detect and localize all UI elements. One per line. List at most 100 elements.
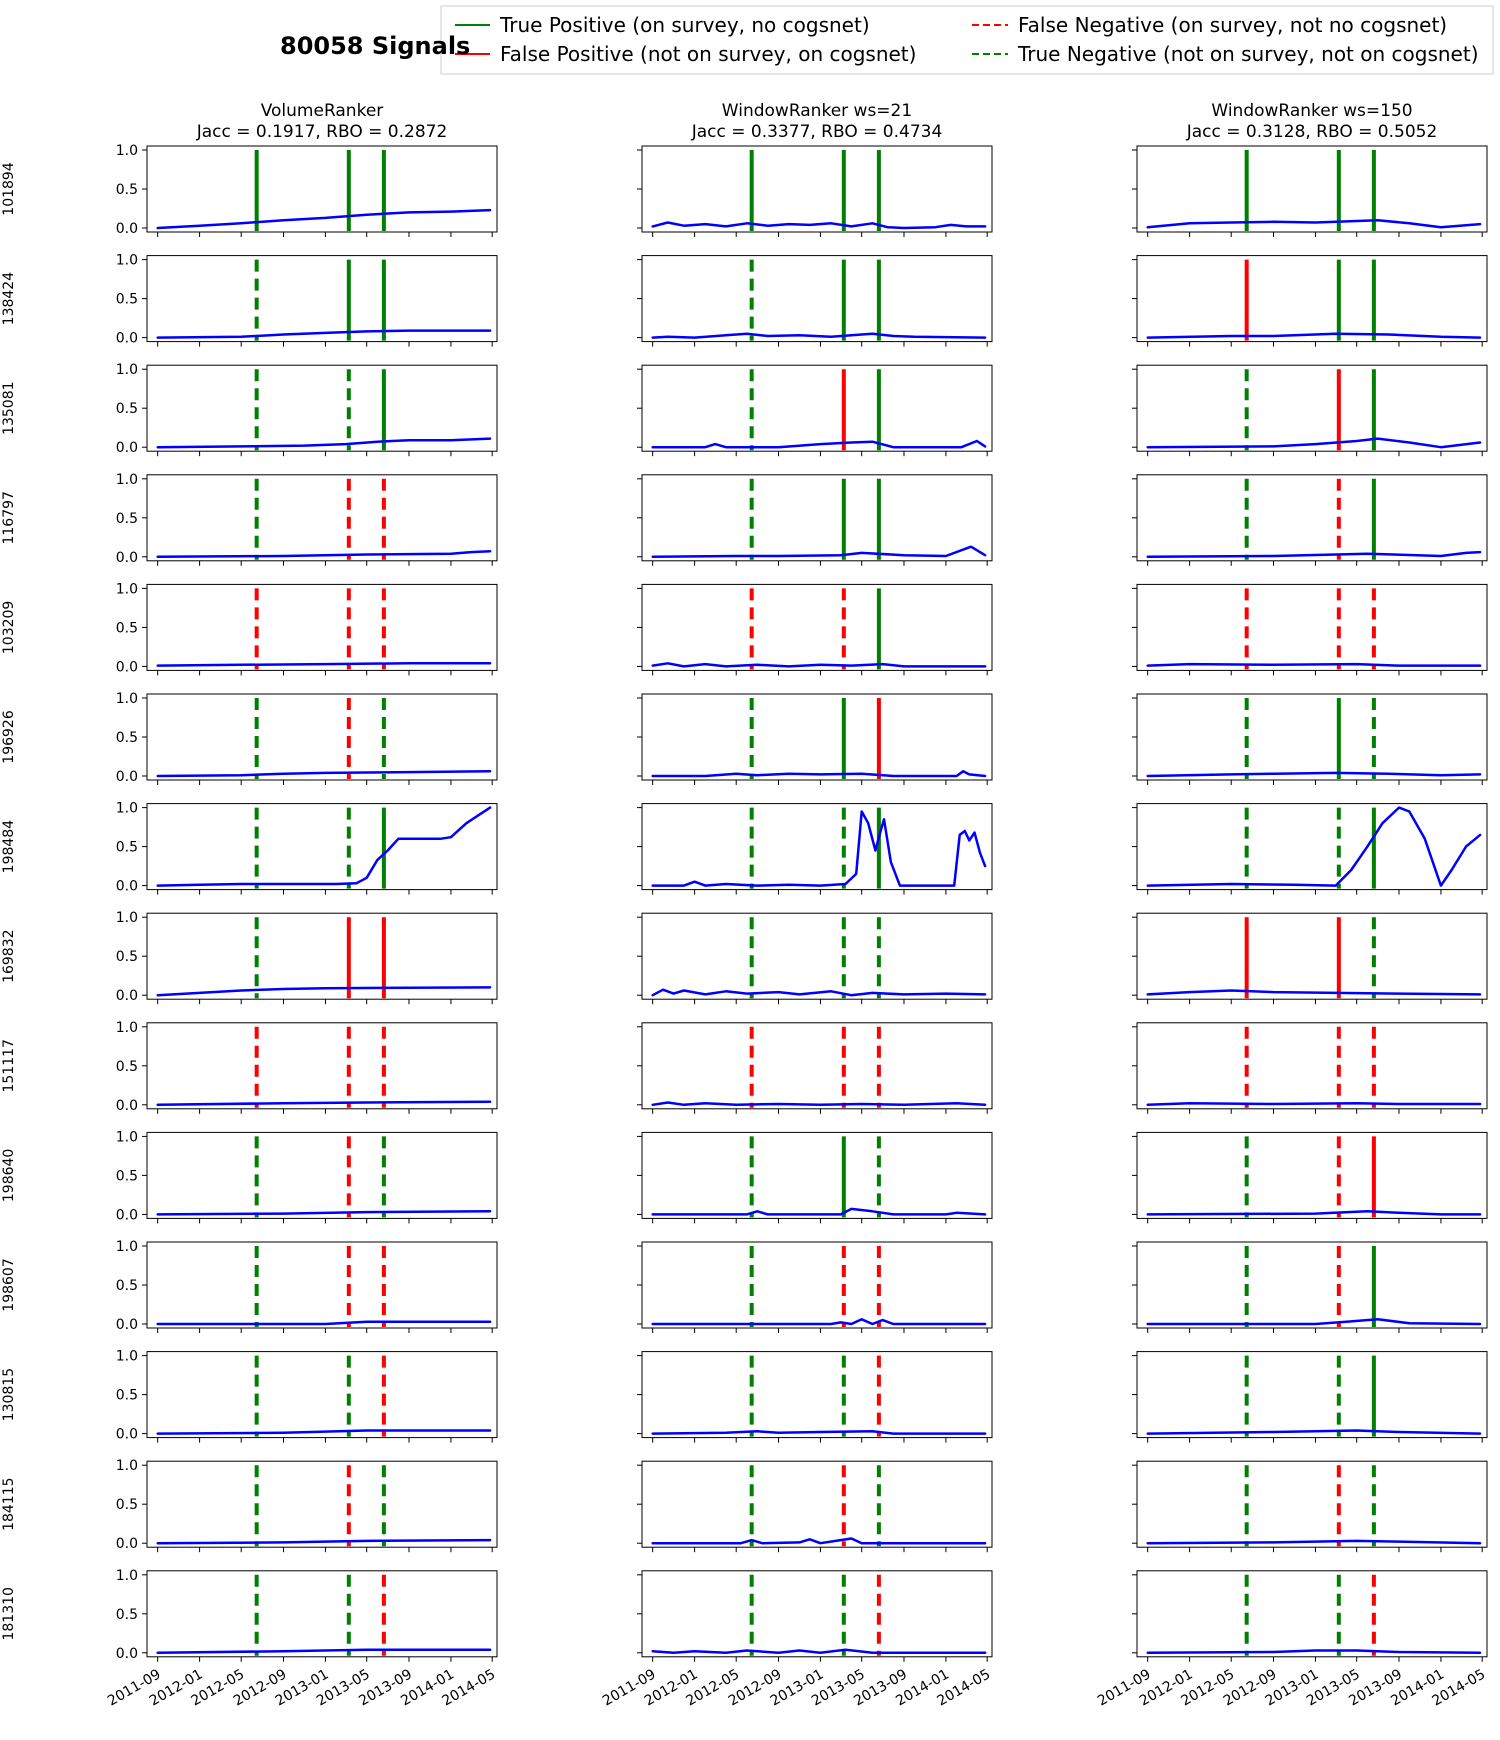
subplot — [1132, 255, 1488, 347]
plot-area — [642, 365, 992, 452]
y-tick-label: 0.5 — [116, 1607, 138, 1623]
row-label: 181310 — [1, 1587, 17, 1640]
plot-frame — [1136, 693, 1488, 781]
signal-line — [156, 662, 492, 667]
plot-frame — [641, 1131, 993, 1219]
column-subtitle: Jacc = 0.3128, RBO = 0.5052 — [1186, 122, 1438, 142]
plot-frame — [641, 364, 993, 452]
subplot — [637, 1460, 993, 1553]
y-tick-label: 0.5 — [116, 949, 138, 965]
signal-line — [1146, 1539, 1482, 1545]
plot-area — [147, 1132, 497, 1219]
signal-line — [1146, 989, 1482, 996]
signal-line — [651, 221, 987, 230]
subplot — [1132, 1351, 1488, 1443]
y-tick-label: 0.0 — [116, 1536, 138, 1552]
y-tick-label: 1.0 — [116, 1458, 138, 1474]
plot-area — [642, 255, 992, 342]
panel-grid: 1018940.00.51.01384240.00.51.01350810.00… — [1, 143, 1488, 1662]
plot-area — [147, 1022, 497, 1109]
plot-area — [1137, 1242, 1487, 1328]
plot-area — [642, 146, 992, 232]
subplot: 0.0 0.5 1.0 — [116, 253, 498, 347]
plot-frame — [641, 693, 993, 781]
signal-line — [156, 550, 492, 559]
signal-line — [651, 1318, 987, 1326]
signal-line — [651, 545, 987, 559]
plot-frame — [146, 255, 498, 343]
signal-line — [651, 770, 987, 778]
signal-line — [651, 988, 987, 997]
plot-area — [1137, 1132, 1487, 1219]
plot-area — [642, 1461, 992, 1548]
plot-area — [1137, 913, 1487, 1000]
plot-area — [642, 584, 992, 671]
y-tick-label: 0.5 — [116, 840, 138, 856]
y-tick-label: 0.5 — [116, 1497, 138, 1513]
y-tick-label: 0.5 — [116, 292, 138, 308]
plot-area — [147, 1351, 497, 1438]
subplot — [1132, 912, 1488, 1005]
plot-frame — [1136, 1241, 1488, 1329]
signal-line — [156, 329, 492, 339]
plot-frame — [1136, 1460, 1488, 1548]
signal-line — [156, 806, 492, 887]
y-tick-label: 0.0 — [116, 1207, 138, 1223]
column-subtitle: Jacc = 0.3377, RBO = 0.4734 — [691, 122, 943, 142]
y-tick-label: 1.0 — [116, 581, 138, 597]
plot-frame — [146, 1241, 498, 1329]
row-label: 130815 — [1, 1368, 17, 1421]
plot-frame — [641, 1570, 993, 1658]
row-label: 116797 — [1, 491, 17, 544]
signal-line — [651, 1537, 987, 1545]
y-tick-label: 0.0 — [116, 221, 138, 237]
subplot: 0.0 0.5 1.0 — [116, 1129, 498, 1224]
y-tick-label: 1.0 — [116, 1239, 138, 1255]
plot-frame — [641, 912, 993, 1000]
row-label: 151117 — [1, 1039, 17, 1092]
plot-area — [147, 694, 497, 780]
signal-line — [156, 1538, 492, 1545]
row-label: 184115 — [1, 1477, 17, 1530]
subplot: 0.0 0.5 1.0 — [116, 1349, 498, 1443]
plot-frame — [641, 1351, 993, 1439]
plot-area — [1137, 365, 1487, 452]
plot-frame — [1136, 1351, 1488, 1439]
signal-line — [651, 1207, 987, 1216]
subplot — [637, 255, 993, 347]
signal-line — [1146, 332, 1482, 339]
y-tick-label: 0.5 — [116, 511, 138, 527]
subplot — [637, 693, 993, 785]
subplot: 0.0 0.5 1.0 — [116, 472, 498, 566]
y-tick-label: 1.0 — [116, 253, 138, 269]
subplot — [1132, 803, 1488, 895]
plot-frame — [641, 255, 993, 343]
y-tick-label: 0.0 — [116, 440, 138, 456]
subplot — [1132, 1022, 1488, 1114]
plot-area — [1137, 255, 1487, 342]
signal-line — [156, 1100, 492, 1107]
plot-frame — [1136, 1570, 1488, 1658]
legend-label-false-negative: False Negative (on survey, not no cogsne… — [1018, 13, 1447, 37]
y-tick-label: 0.5 — [116, 1168, 138, 1184]
plot-area — [147, 474, 497, 561]
row-label: 103209 — [1, 601, 17, 654]
signal-line — [1146, 662, 1482, 667]
subplot — [1132, 364, 1488, 457]
row-label: 135081 — [1, 381, 17, 434]
y-tick-label: 0.5 — [116, 620, 138, 636]
plot-frame — [146, 145, 498, 233]
subplot — [637, 1351, 993, 1443]
signal-line — [156, 1320, 492, 1326]
y-tick-label: 0.5 — [116, 401, 138, 417]
row-label: 138424 — [1, 272, 17, 326]
plot-area — [642, 913, 992, 1000]
subplot — [637, 1570, 993, 1662]
subplot — [637, 583, 993, 676]
plot-frame — [146, 693, 498, 781]
y-tick-label: 0.0 — [116, 1317, 138, 1333]
y-tick-label: 1.0 — [116, 691, 138, 707]
signal-line — [156, 1648, 492, 1655]
y-tick-label: 0.0 — [116, 331, 138, 347]
